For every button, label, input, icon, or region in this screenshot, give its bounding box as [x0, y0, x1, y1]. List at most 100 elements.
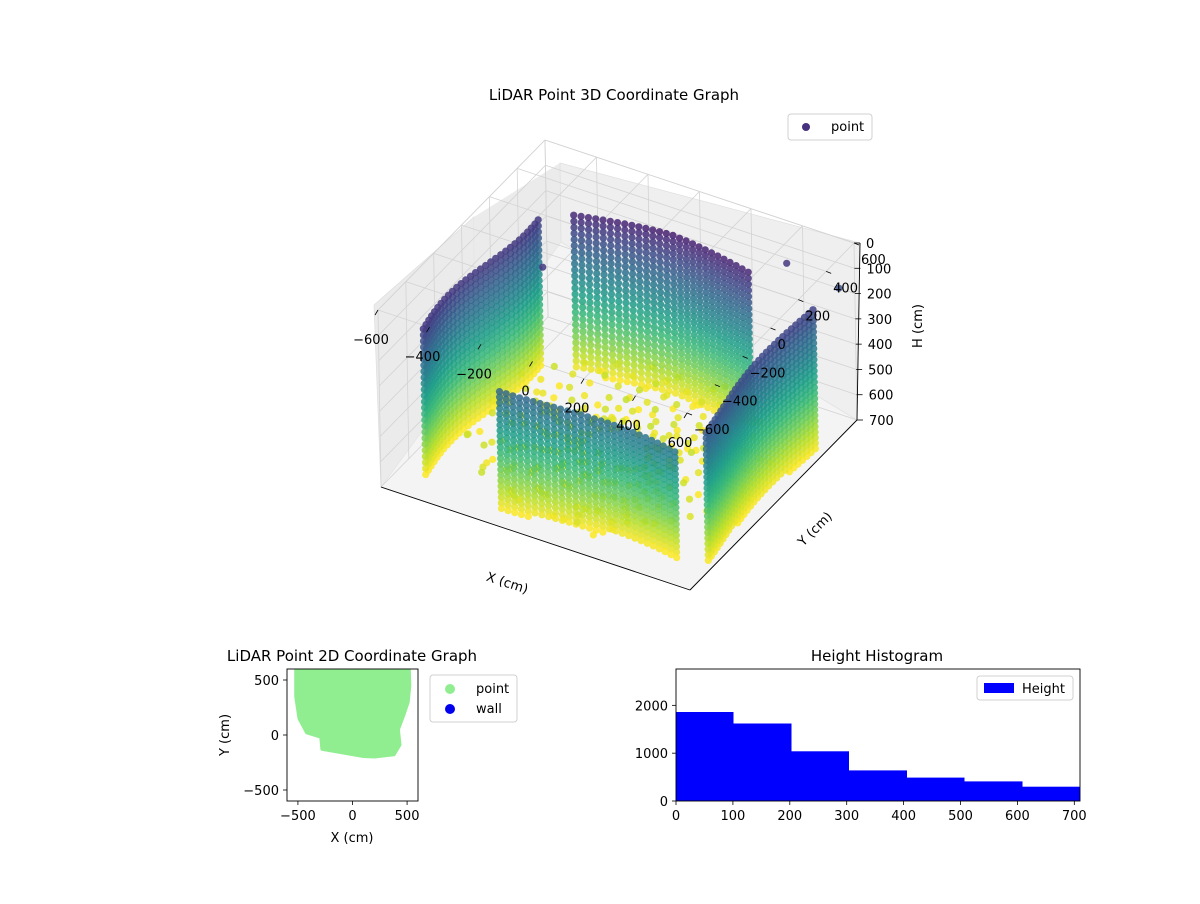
- lidar-point-2347: [557, 416, 565, 424]
- lidar-point-704: [689, 282, 697, 290]
- lidar-point-1864: [624, 504, 632, 512]
- lidar-point-763: [683, 298, 691, 306]
- lidar-point-1298: [622, 274, 630, 283]
- lidar-point-1920: [618, 513, 626, 521]
- lidar-point-1354: [614, 261, 622, 269]
- lidar-point-2184: [585, 502, 593, 510]
- lidar-point-724: [699, 412, 707, 421]
- lidar-point-2614: [488, 438, 496, 446]
- lidar-point-1923: [618, 529, 626, 537]
- x-tick-label-3d-5: 400: [616, 419, 641, 434]
- lidar-point-2672: [509, 420, 517, 428]
- lidar-point-718: [691, 367, 699, 375]
- y-tick-label-2d-2: 500: [254, 674, 279, 689]
- lidar-point-426: [720, 255, 728, 263]
- lidar-point-3051: [420, 398, 429, 406]
- lidar-point-1235: [628, 246, 636, 254]
- lidar-point-1634: [571, 272, 579, 280]
- lidar-point-2357: [558, 472, 566, 480]
- lidar-point-1724: [648, 447, 656, 455]
- lidar-point-879: [670, 304, 678, 312]
- lidar-point-752: [689, 402, 697, 411]
- lidar-point-352: [733, 328, 741, 336]
- lidar-point-1230: [651, 405, 659, 414]
- y-tick-3d-0: [686, 412, 693, 416]
- lidar-point-1253: [630, 355, 638, 363]
- lidar-point-431: [720, 285, 729, 294]
- lidar-point-2265: [572, 509, 580, 517]
- lidar-point-2592: [522, 396, 530, 404]
- lidar-point-1051: [650, 305, 658, 313]
- lidar-point-1035: [660, 393, 668, 401]
- y-tick-label-3d-2: −200: [750, 366, 786, 381]
- lidar-point-1787: [637, 526, 645, 534]
- lidar-point-1196: [637, 362, 645, 370]
- lidar-point-1764: [643, 534, 651, 542]
- lidar-point-717: [691, 361, 699, 369]
- histogram-bar-5: [964, 781, 1023, 801]
- lidar-point-931: [663, 290, 671, 298]
- lidar-point-1971: [611, 505, 620, 513]
- lidar-point-713: [690, 337, 698, 345]
- lidar-point-1968: [611, 488, 619, 496]
- lidar-point-1451: [609, 357, 617, 365]
- lidar-point-2546: [529, 409, 537, 417]
- chart-2d-title: LiDAR Point 2D Coordinate Graph: [227, 647, 477, 665]
- lidar-point-2362: [558, 500, 566, 508]
- lidar-point-1501: [592, 215, 600, 223]
- lidar-point-1594: [586, 379, 594, 387]
- lidar-point-2783: [497, 493, 505, 501]
- lidar-point-885: [671, 341, 679, 349]
- lidar-point-2215: [579, 516, 587, 525]
- lidar-point-1904: [616, 424, 625, 432]
- lidar-point-2407: [551, 459, 559, 467]
- lidar-point-608: [703, 373, 712, 381]
- lidar-point-1093: [670, 420, 678, 429]
- grid-y-left-0: [377, 309, 382, 488]
- legend-histogram-label: Height: [1022, 682, 1065, 697]
- lidar-point-776: [684, 376, 693, 385]
- lidar-point-2130: [592, 498, 600, 506]
- lidar-point-1309: [623, 341, 631, 349]
- lidar-point-589: [701, 258, 710, 266]
- lidar-point-1856: [623, 459, 632, 467]
- lidar-point-2723: [503, 429, 511, 437]
- lidar-point-1648: [572, 357, 580, 365]
- lidar-point-943: [664, 363, 673, 371]
- lidar-point-1193: [637, 344, 645, 352]
- lidar-point-359: [734, 371, 742, 379]
- lidar-point-2305: [564, 457, 572, 465]
- lidar-point-1505: [592, 239, 600, 247]
- lidar-point-2297: [563, 413, 572, 421]
- lidar-point-1476: [600, 283, 608, 291]
- lidar-point-1568: [577, 212, 585, 220]
- lidar-point-1524: [594, 354, 602, 362]
- lidar-point-1532: [619, 417, 627, 425]
- lidar-point-1780: [636, 487, 644, 495]
- lidar-point-661: [697, 358, 705, 366]
- lidar-point-2625: [516, 427, 524, 435]
- lidar-point-2081: [598, 506, 607, 514]
- grid-x-back-2: [647, 174, 652, 352]
- lidar-point-1304: [622, 311, 630, 319]
- lidar-point-1784: [637, 509, 645, 517]
- x-tick-label-hist-2: 200: [777, 809, 802, 824]
- lidar-point-1460: [614, 382, 622, 390]
- lidar-point-649: [696, 285, 704, 293]
- lidar-point-1466: [599, 222, 607, 230]
- histogram-bar-3: [849, 770, 907, 801]
- lidar-point-1442: [608, 302, 616, 310]
- lidar-point-1816: [631, 512, 639, 520]
- lidar-point-1664: [666, 523, 675, 531]
- lidar-point-2084: [599, 523, 607, 531]
- lidar-point-2410: [551, 475, 559, 484]
- lidar-point-1813: [630, 495, 638, 503]
- lidar-point-1699: [654, 445, 662, 453]
- lidar-point-1641: [571, 314, 580, 322]
- lidar-point-1036: [673, 426, 681, 434]
- lidar-point-2013: [604, 425, 612, 433]
- lidar-point-1054: [650, 323, 658, 331]
- lidar-point-1552: [586, 317, 594, 325]
- lidar-point-1907: [617, 440, 625, 448]
- lidar-point-817: [676, 271, 684, 279]
